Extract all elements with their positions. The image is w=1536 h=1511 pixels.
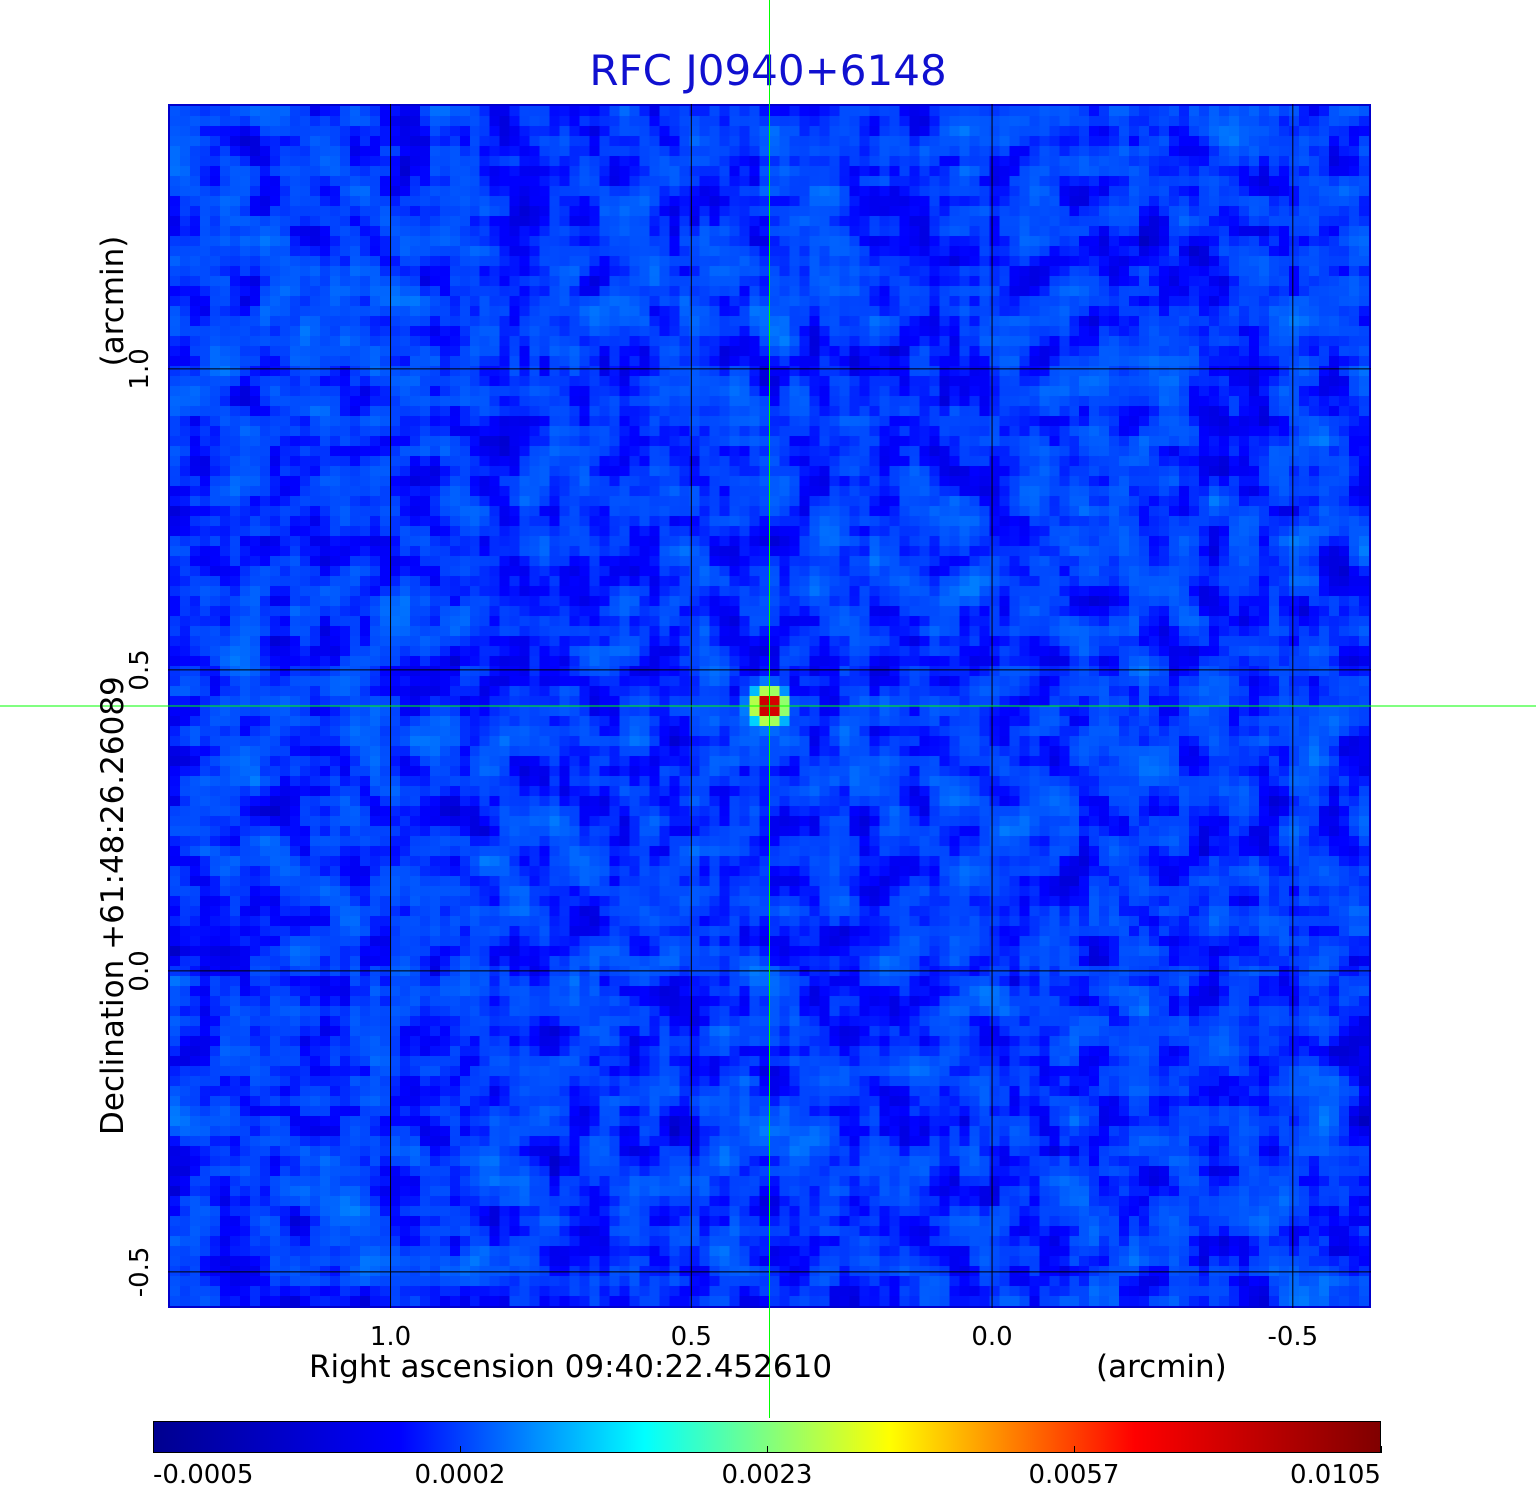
x-tick-label: 0.0 [971, 1322, 1012, 1352]
colorbar-tick-mark [153, 1446, 154, 1453]
colorbar-tick-label: 0.0023 [721, 1460, 813, 1490]
x-axis-unit: (arcmin) [1096, 1349, 1227, 1385]
x-tick-label: 1.0 [370, 1322, 411, 1352]
y-tick-label: -0.5 [125, 1247, 155, 1298]
y-axis-label: Declination +61:48:26.26089 [95, 676, 131, 1135]
colorbar-tick-label: 0.0057 [1028, 1460, 1120, 1490]
sky-intensity-map [170, 106, 1369, 1306]
colorbar-tick-mark [460, 1446, 461, 1453]
colorbar-tick-label: 0.0002 [414, 1460, 506, 1490]
y-axis-unit: (arcmin) [95, 235, 131, 367]
colorbar-tick-mark [767, 1446, 768, 1453]
plot-title: RFC J0940+6148 [589, 46, 947, 95]
x-axis-label: Right ascension 09:40:22.452610 [309, 1349, 833, 1385]
colorbar-tick-mark [1381, 1446, 1382, 1453]
image-plot-area[interactable] [168, 104, 1371, 1308]
x-tick-label: 0.5 [671, 1322, 712, 1352]
y-axis-label-group: Declination +61:48:26.26089 (arcmin) [95, 236, 131, 1135]
x-tick-label: -0.5 [1267, 1322, 1318, 1352]
colorbar-tick-mark [1074, 1446, 1075, 1453]
colorbar-tick-label: -0.0005 [153, 1460, 254, 1490]
colorbar-tick-label: 0.0105 [1290, 1460, 1381, 1490]
